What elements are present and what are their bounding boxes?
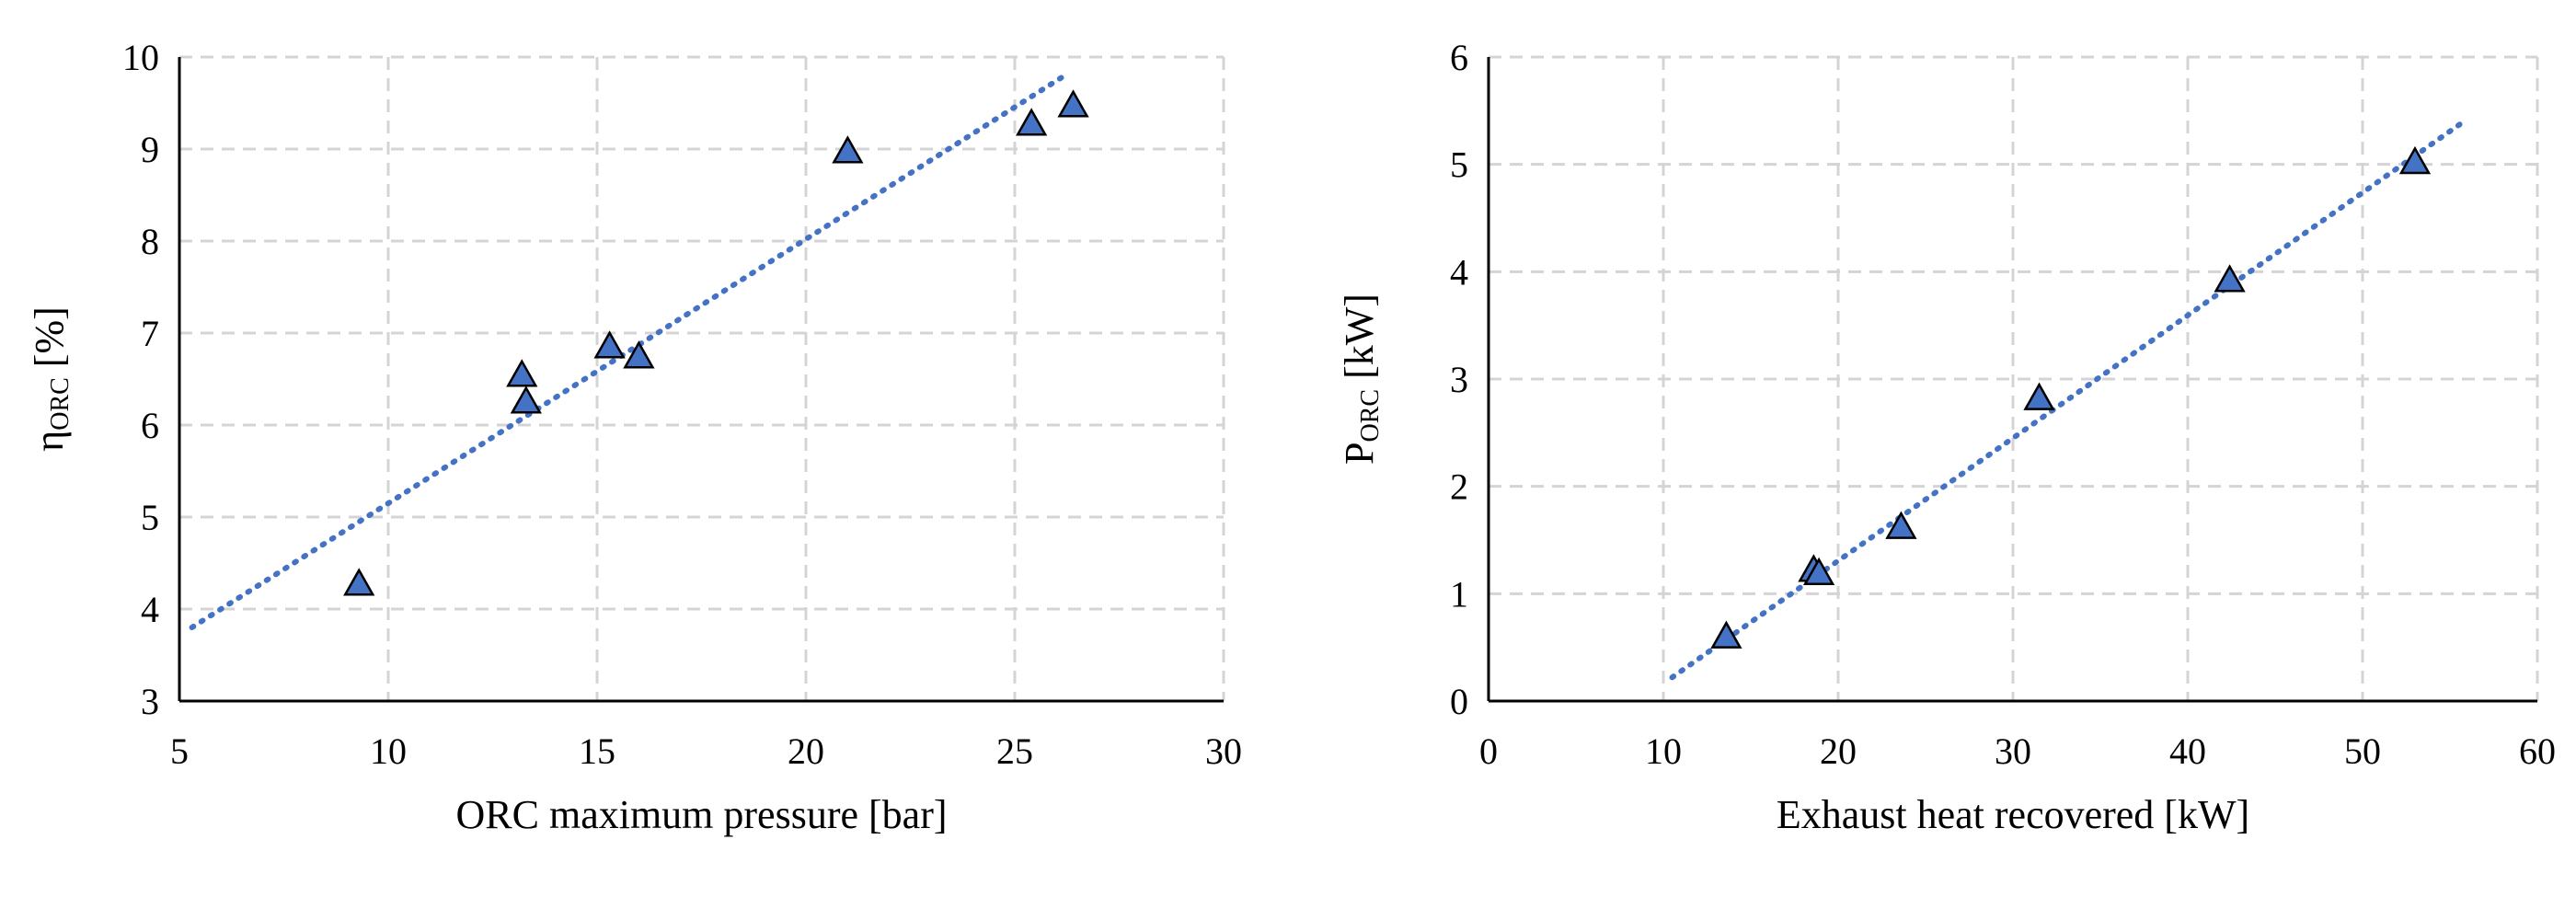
y-tick-label: 6	[1450, 37, 1468, 78]
y-axis-title: PORC [kW]	[1337, 293, 1385, 465]
y-tick-label: 5	[1450, 144, 1468, 186]
y-tick-label: 6	[141, 405, 159, 446]
trendline	[1669, 119, 2467, 681]
x-tick-label: 60	[2519, 730, 2556, 772]
x-axis-title: Exhaust heat recovered [kW]	[1777, 792, 2249, 837]
y-tick-label: 5	[141, 497, 159, 538]
x-tick-label: 40	[2169, 730, 2206, 772]
x-tick-label: 50	[2344, 730, 2381, 772]
data-point-efficiency-5	[623, 340, 655, 369]
data-point-power-1	[1710, 620, 1742, 649]
y-tick-label: 1	[1450, 573, 1468, 615]
y-tick-label: 0	[1450, 681, 1468, 722]
x-tick-label: 10	[1645, 730, 1682, 772]
y-axis-title-subscript: ORC	[46, 377, 75, 431]
y-axis-title-main: P	[1337, 442, 1382, 464]
y-tick-label: 8	[141, 221, 159, 262]
data-point-efficiency-2	[506, 359, 538, 387]
x-tick-label: 20	[1820, 730, 1857, 772]
y-tick-label: 2	[1450, 466, 1468, 508]
data-point-efficiency-6	[832, 135, 864, 164]
y-tick-label: 4	[1450, 251, 1468, 293]
data-point-efficiency-1	[343, 568, 375, 596]
data-point-efficiency-7	[1016, 108, 1048, 136]
x-tick-label: 10	[370, 730, 407, 772]
data-point-power-4	[1885, 511, 1917, 539]
y-axis-title-unit: [kW]	[1337, 293, 1382, 389]
y-axis-title-main: η	[27, 431, 72, 452]
x-tick-label: 0	[1479, 730, 1498, 772]
y-tick-label: 3	[141, 681, 159, 722]
y-tick-label: 7	[141, 313, 159, 354]
x-tick-label: 20	[788, 730, 824, 772]
data-point-efficiency-8	[1057, 89, 1089, 118]
y-axis-title-subscript: ORC	[1356, 389, 1385, 443]
chart-efficiency-vs-pressure: 3 4 5 6 7 8 9 10 5 10 15 20 25 30 ORC maximum pressure…	[27, 37, 1242, 837]
x-axis-title: ORC maximum pressure [bar]	[456, 792, 948, 837]
y-axis-title-unit: [%]	[27, 306, 72, 377]
data-point-power-3	[1802, 557, 1835, 586]
data-point-power-7	[2398, 145, 2432, 175]
x-tick-label: 30	[1205, 730, 1242, 772]
x-tick-label: 15	[579, 730, 615, 772]
x-tick-label: 5	[170, 730, 189, 772]
y-axis-title: ηORC [%]	[27, 306, 75, 452]
y-tick-label: 3	[1450, 359, 1468, 400]
data-point-power-6	[2214, 264, 2246, 293]
y-tick-label: 9	[141, 129, 159, 170]
x-tick-label: 30	[1995, 730, 2031, 772]
y-tick-label: 4	[141, 589, 159, 630]
data-point-power-5	[2023, 382, 2055, 410]
data-point-efficiency-4	[593, 330, 626, 359]
data-point-efficiency-3	[510, 385, 542, 414]
trendline	[189, 73, 1068, 630]
y-tick-label: 10	[122, 37, 159, 78]
x-tick-label: 25	[996, 730, 1033, 772]
